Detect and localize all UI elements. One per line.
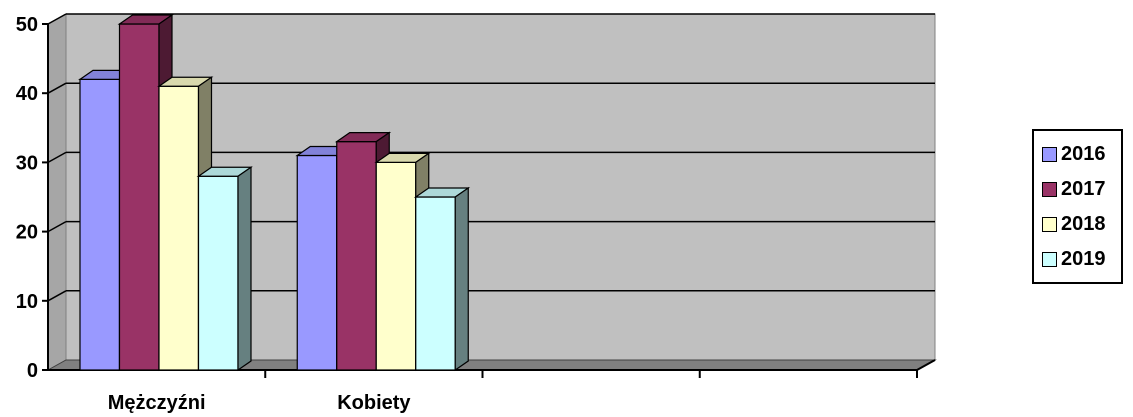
legend-swatch (1042, 146, 1057, 162)
gridline-side (47, 151, 67, 164)
gridline-side (47, 220, 67, 233)
legend-label: 2019 (1061, 247, 1106, 270)
bar-front (197, 175, 239, 371)
y-tick-label: 50 (16, 14, 38, 36)
bar-side (454, 186, 469, 372)
bar-2019 (196, 166, 253, 372)
y-tick-label: 40 (16, 83, 38, 105)
legend-item: 2017 (1042, 174, 1106, 204)
legend-label: 2017 (1061, 177, 1106, 200)
bar-front (79, 78, 121, 371)
side-wall (47, 13, 67, 371)
legend-item: 2019 (1042, 244, 1106, 274)
legend-item: 2016 (1042, 139, 1106, 169)
legend: 2016 2017 2018 2019 (1032, 129, 1123, 284)
legend-swatch (1042, 216, 1057, 232)
bar-front (375, 161, 417, 371)
y-tick-label: 20 (16, 222, 38, 244)
y-tick-label: 10 (16, 291, 38, 313)
bar-side (237, 166, 252, 372)
legend-swatch (1042, 251, 1057, 267)
y-tick-label: 0 (27, 360, 38, 382)
x-category-label: Kobiety (337, 392, 411, 414)
bars (78, 13, 471, 372)
bar-front (415, 196, 456, 371)
y-tick-label: 30 (16, 152, 38, 174)
bar-front (296, 154, 338, 371)
gridline-side (47, 82, 67, 94)
gridline-side (47, 13, 67, 25)
x-axis-end (916, 359, 936, 371)
bar-front (158, 85, 200, 371)
bar-front (336, 141, 377, 371)
gridline-side (47, 290, 67, 302)
legend-label: 2016 (1061, 142, 1106, 165)
bar-front (118, 23, 160, 371)
legend-swatch (1042, 181, 1057, 197)
legend-item: 2018 (1042, 209, 1106, 239)
x-category-label: Mężczyźni (108, 392, 206, 414)
x-axis-category-labels: Mężczyźni Kobiety (108, 392, 412, 414)
y-axis-tick-labels: 0 10 20 30 40 50 (16, 14, 38, 382)
legend-label: 2018 (1061, 212, 1106, 235)
bar-2019 (413, 186, 471, 372)
